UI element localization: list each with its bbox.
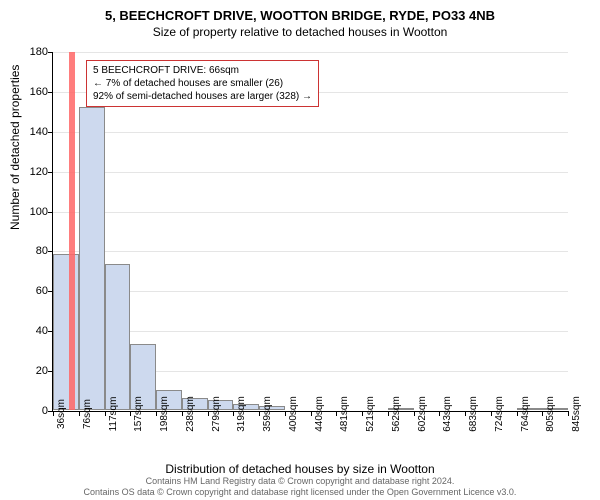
xtick-label: 76sqm: [82, 399, 93, 429]
xtick-label: 440sqm: [314, 396, 325, 432]
xtick-mark: [259, 411, 260, 416]
xtick-label: 805sqm: [545, 396, 556, 432]
xtick-mark: [414, 411, 415, 416]
xtick-mark: [388, 411, 389, 416]
ytick-mark: [48, 251, 53, 252]
footer-attribution: Contains HM Land Registry data © Crown c…: [0, 476, 600, 498]
footer-line-2: Contains OS data © Crown copyright and d…: [0, 487, 600, 498]
ytick-mark: [48, 212, 53, 213]
xtick-label: 764sqm: [520, 396, 531, 432]
xtick-mark: [208, 411, 209, 416]
ytick-mark: [48, 52, 53, 53]
histogram-bar: [79, 107, 105, 410]
ytick-label: 120: [18, 166, 48, 178]
ytick-mark: [48, 172, 53, 173]
histogram-bar: [105, 264, 131, 410]
xtick-mark: [517, 411, 518, 416]
ytick-mark: [48, 92, 53, 93]
property-marker-line: [69, 52, 75, 410]
xtick-mark: [311, 411, 312, 416]
ytick-label: 140: [18, 126, 48, 138]
ytick-mark: [48, 132, 53, 133]
grid-line: [53, 52, 568, 53]
xtick-label: 724sqm: [494, 396, 505, 432]
chart-subtitle: Size of property relative to detached ho…: [0, 23, 600, 39]
annotation-line: 92% of semi-detached houses are larger (…: [93, 90, 312, 103]
xtick-mark: [362, 411, 363, 416]
annotation-line: 5 BEECHCROFT DRIVE: 66sqm: [93, 64, 312, 77]
xtick-mark: [491, 411, 492, 416]
xtick-label: 238sqm: [185, 396, 196, 432]
xtick-mark: [568, 411, 569, 416]
ytick-label: 80: [18, 245, 48, 257]
xtick-mark: [156, 411, 157, 416]
xtick-mark: [465, 411, 466, 416]
xtick-mark: [53, 411, 54, 416]
xtick-mark: [336, 411, 337, 416]
chart-plot-area: 36sqm76sqm117sqm157sqm198sqm238sqm279sqm…: [52, 52, 568, 412]
xtick-mark: [285, 411, 286, 416]
plot-region: 36sqm76sqm117sqm157sqm198sqm238sqm279sqm…: [52, 52, 568, 412]
grid-line: [53, 132, 568, 133]
ytick-label: 100: [18, 206, 48, 218]
ytick-label: 40: [18, 325, 48, 337]
xtick-label: 602sqm: [417, 396, 428, 432]
ytick-label: 60: [18, 285, 48, 297]
xtick-mark: [542, 411, 543, 416]
x-axis-label: Distribution of detached houses by size …: [0, 462, 600, 476]
xtick-label: 562sqm: [391, 396, 402, 432]
ytick-label: 180: [18, 46, 48, 58]
xtick-mark: [439, 411, 440, 416]
ytick-label: 20: [18, 365, 48, 377]
chart-title: 5, BEECHCROFT DRIVE, WOOTTON BRIDGE, RYD…: [0, 0, 600, 23]
xtick-label: 117sqm: [108, 397, 119, 432]
xtick-label: 198sqm: [159, 396, 170, 432]
footer-line-1: Contains HM Land Registry data © Crown c…: [0, 476, 600, 487]
xtick-mark: [182, 411, 183, 416]
xtick-label: 400sqm: [288, 396, 299, 432]
grid-line: [53, 251, 568, 252]
xtick-label: 36sqm: [56, 399, 67, 429]
xtick-mark: [105, 411, 106, 416]
xtick-label: 521sqm: [365, 396, 376, 432]
xtick-label: 359sqm: [262, 396, 273, 432]
grid-line: [53, 212, 568, 213]
ytick-label: 160: [18, 86, 48, 98]
xtick-label: 319sqm: [236, 396, 247, 432]
xtick-label: 157sqm: [133, 396, 144, 432]
xtick-mark: [79, 411, 80, 416]
xtick-label: 845sqm: [571, 396, 582, 432]
grid-line: [53, 172, 568, 173]
xtick-label: 683sqm: [468, 396, 479, 432]
xtick-label: 481sqm: [339, 396, 350, 432]
grid-line: [53, 291, 568, 292]
xtick-mark: [233, 411, 234, 416]
grid-line: [53, 331, 568, 332]
annotation-box: 5 BEECHCROFT DRIVE: 66sqm← 7% of detache…: [86, 60, 319, 107]
xtick-mark: [130, 411, 131, 416]
xtick-label: 279sqm: [211, 396, 222, 432]
annotation-line: ← 7% of detached houses are smaller (26): [93, 77, 312, 90]
xtick-label: 643sqm: [442, 396, 453, 432]
ytick-label: 0: [18, 405, 48, 417]
